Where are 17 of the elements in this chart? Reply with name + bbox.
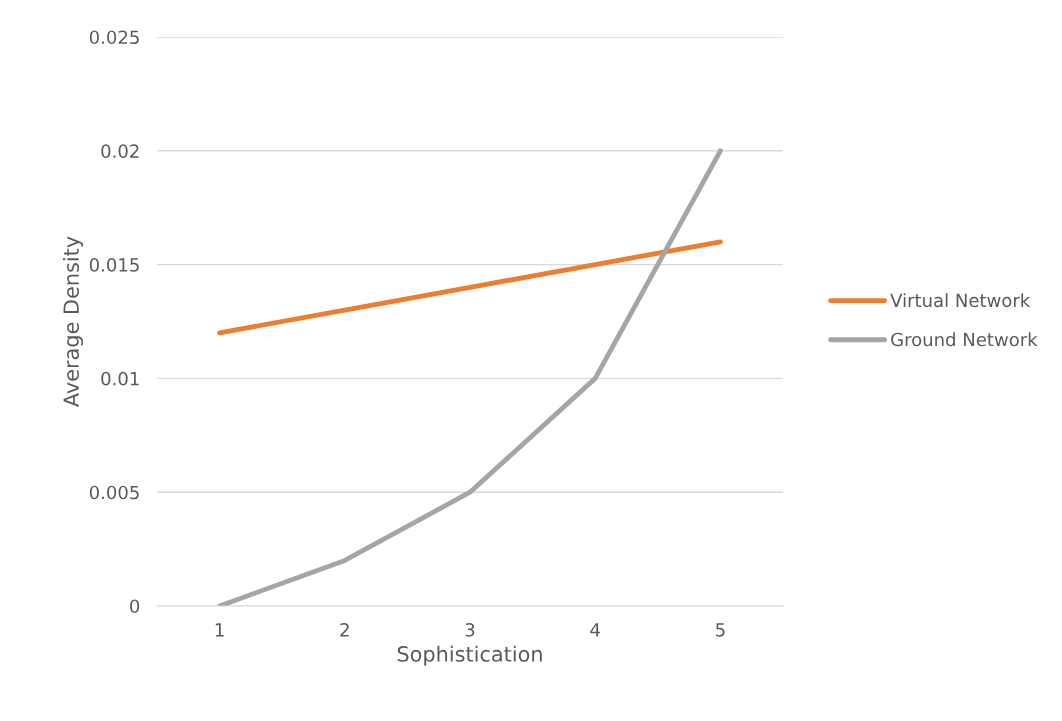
x-axis-title: Sophistication	[397, 645, 542, 666]
y-tick-label: 0.01	[101, 371, 139, 386]
y-tick-label: 0.025	[89, 30, 139, 45]
y-tick-label: 0.015	[89, 258, 139, 272]
legend-label: Ground Network	[891, 332, 1038, 347]
x-tick-label: 4	[590, 623, 600, 637]
line-series	[217, 148, 723, 606]
y-axis-title: Average Density	[62, 236, 84, 408]
y-tick-label: 0.02	[101, 144, 139, 158]
y-tick-label: 0	[130, 599, 140, 614]
x-tick-label: 2	[340, 622, 349, 637]
line-series	[217, 239, 723, 336]
y-tick-label: 0.005	[89, 485, 139, 500]
x-tick-label: 3	[465, 622, 475, 637]
legend-label: Virtual Network	[890, 293, 1031, 308]
x-tick-label: 5	[716, 623, 725, 637]
x-tick-label: 1	[215, 623, 224, 637]
